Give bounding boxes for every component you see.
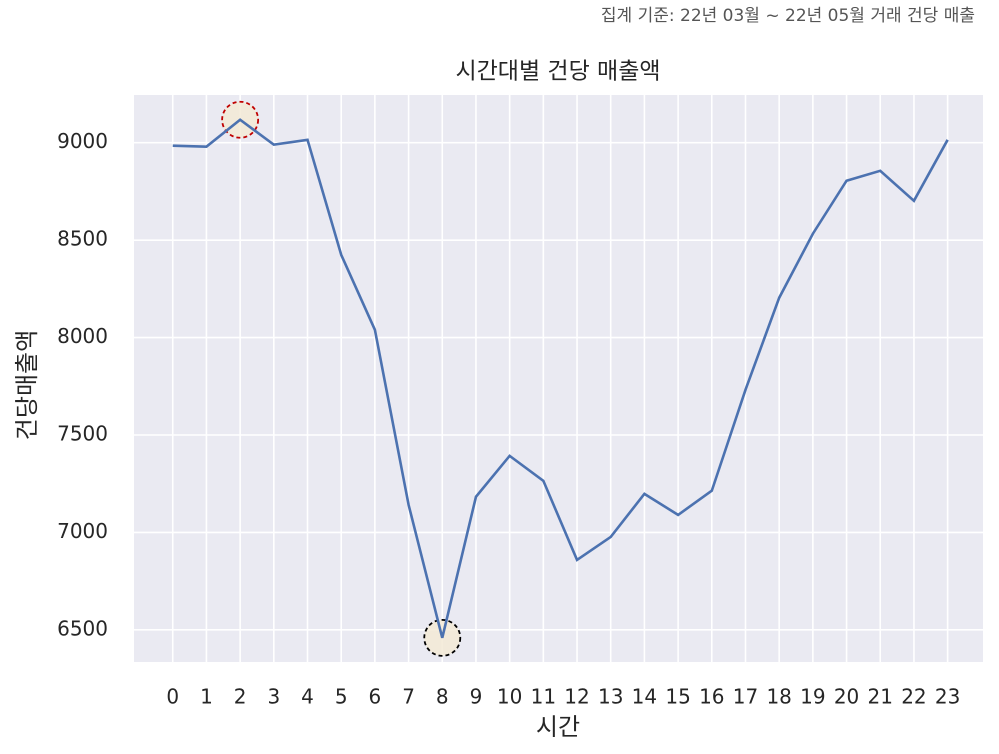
- chart-title: 시간대별 건당 매출액: [455, 59, 660, 85]
- y-tick-label: 8000: [57, 324, 108, 348]
- y-axis-label: 건당매출액: [13, 330, 41, 440]
- x-tick-label: 6: [369, 685, 382, 709]
- y-tick-label: 7500: [57, 422, 108, 446]
- x-tick-label: 0: [166, 685, 179, 709]
- plot-area: [134, 95, 983, 662]
- y-tick-label: 7000: [57, 519, 108, 543]
- x-tick-label: 11: [531, 685, 556, 709]
- y-tick-label: 9000: [57, 129, 108, 153]
- x-tick-label: 18: [766, 685, 791, 709]
- x-tick-label: 21: [868, 685, 893, 709]
- x-tick-label: 4: [301, 685, 314, 709]
- x-tick-label: 3: [267, 685, 280, 709]
- x-tick-label: 5: [335, 685, 348, 709]
- x-tick-label: 2: [234, 685, 247, 709]
- x-tick-label: 9: [470, 685, 483, 709]
- x-tick-label: 16: [699, 685, 724, 709]
- x-tick-label: 20: [834, 685, 859, 709]
- x-tick-label: 8: [436, 685, 449, 709]
- x-tick-label: 23: [935, 685, 960, 709]
- x-tick-label: 1: [200, 685, 213, 709]
- x-axis-label: 시간: [536, 713, 580, 741]
- x-tick-label: 15: [665, 685, 690, 709]
- x-tick-label: 10: [497, 685, 522, 709]
- x-tick-label: 13: [598, 685, 623, 709]
- x-tick-label: 7: [402, 685, 415, 709]
- x-tick-label: 19: [800, 685, 825, 709]
- x-tick-label: 22: [901, 685, 926, 709]
- x-tick-label: 14: [632, 685, 657, 709]
- note: 집계 기준: 22년 03월 ~ 22년 05월 거래 건당 매출: [601, 6, 975, 26]
- y-tick-label: 6500: [57, 616, 108, 640]
- x-tick-label: 17: [733, 685, 758, 709]
- x-tick-label: 12: [564, 685, 589, 709]
- y-tick-label: 8500: [57, 227, 108, 251]
- data-line: [172, 118, 949, 639]
